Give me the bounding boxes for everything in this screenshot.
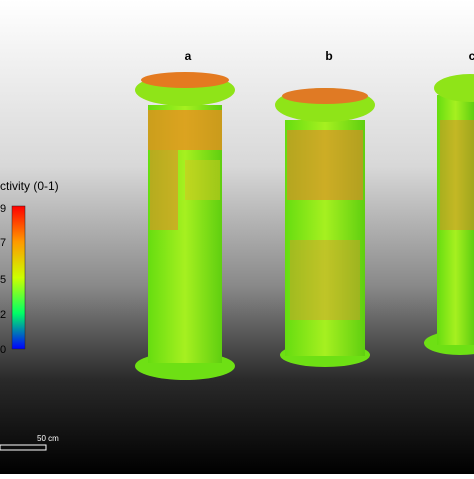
column-b	[275, 88, 375, 367]
scale-bar	[0, 444, 47, 451]
colorbar-tick-label: 0	[0, 344, 6, 356]
colorbar-tick-label: 9	[0, 203, 6, 215]
colorbar-tick-label: 5	[0, 274, 6, 286]
panel-label: b	[325, 49, 332, 63]
column-c	[424, 74, 474, 355]
column-a	[135, 72, 235, 380]
colorbar	[11, 205, 26, 350]
scale-bar-label: 50 cm	[37, 434, 59, 443]
colorbar-tick-label: 7	[0, 237, 6, 249]
panel-label: c	[469, 49, 474, 63]
colorbar-title: ctivity (0-1)	[0, 179, 59, 193]
panel-label: a	[185, 49, 192, 63]
colorbar-tick-label: 2	[0, 309, 6, 321]
